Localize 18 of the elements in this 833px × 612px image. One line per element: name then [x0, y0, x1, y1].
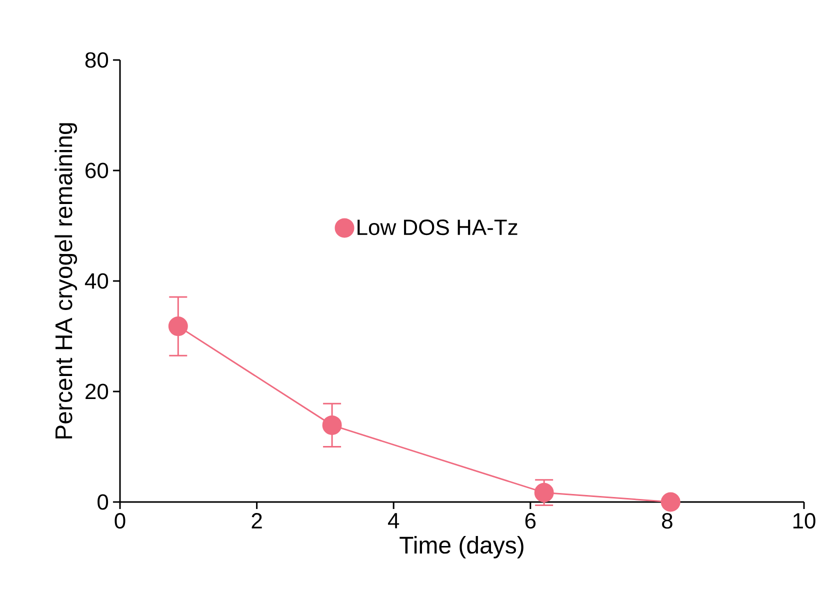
x-tick-label: 6	[525, 513, 536, 529]
x-axis-title: Time (days)	[400, 536, 524, 558]
x-tick-label: 0	[114, 513, 126, 529]
y-axis-title: Percent HA cryogel remaining	[54, 123, 78, 438]
point	[168, 316, 188, 336]
y-tick-label: 0	[98, 494, 108, 510]
x-tick-label: 4	[388, 513, 400, 528]
x-tick-label: 2	[252, 513, 262, 528]
point	[322, 415, 342, 435]
y-tick-label: 40	[84, 273, 108, 289]
y-tick-label: 80	[85, 52, 108, 68]
x-tick-label: 8	[662, 513, 672, 529]
legend-label: Low DOS HA-Tz	[358, 220, 518, 236]
point	[534, 482, 554, 502]
y-tick-label: 60	[86, 162, 108, 178]
y-tick-label: 20	[86, 384, 108, 400]
point	[660, 492, 680, 512]
x-tick-label: 10	[793, 513, 816, 529]
